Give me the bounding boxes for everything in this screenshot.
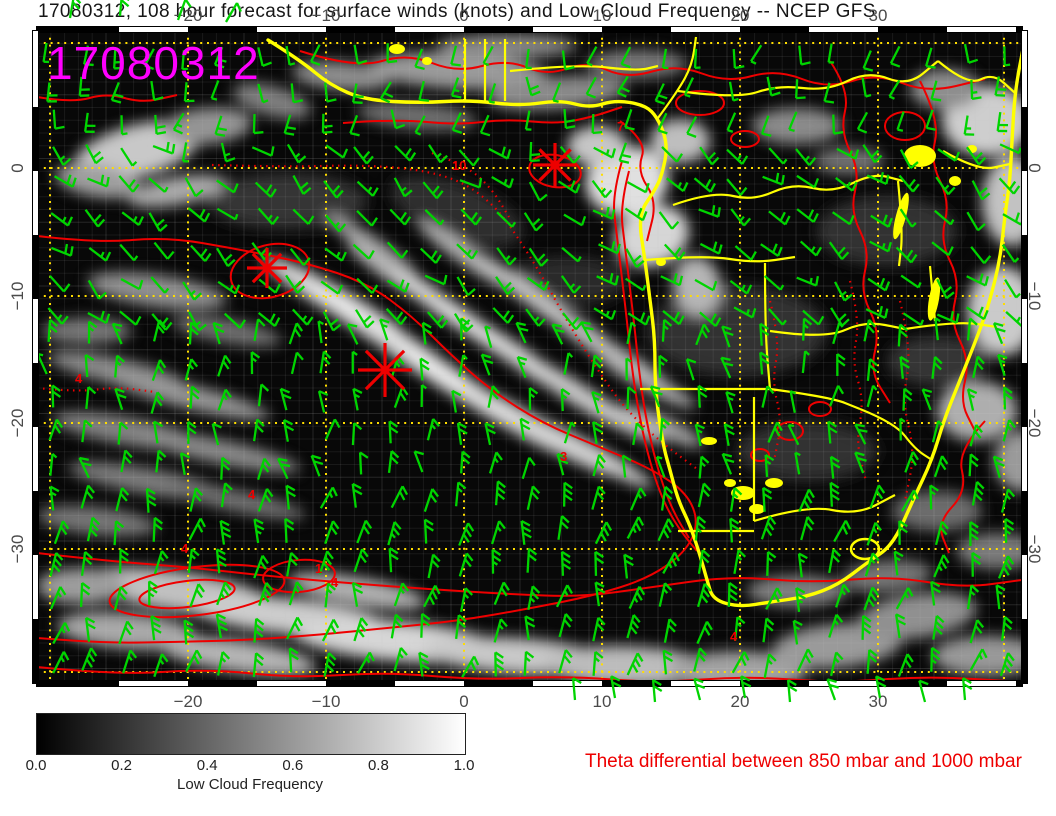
axis-tick-top: −10	[311, 6, 341, 25]
map-frame-left	[32, 30, 39, 684]
axis-tick-top: 30	[868, 6, 888, 25]
axis-tick-top: 20	[730, 6, 750, 25]
map-frame-bottom	[36, 680, 1023, 687]
coastline-borders-layer	[266, 36, 1022, 608]
svg-text:4: 4	[181, 541, 189, 556]
map-frame-top	[36, 26, 1023, 33]
axis-tick-right: 0	[1025, 163, 1044, 173]
axis-tick-right: −20	[1025, 408, 1044, 438]
colorbar-label: 0.0	[25, 757, 47, 774]
axis-tick-top: 0	[459, 6, 469, 25]
run-timestamp-overlay: 17080312	[47, 37, 260, 89]
axis-tick-bottom: −10	[311, 692, 341, 711]
axis-tick-left: 0	[8, 163, 27, 173]
svg-text:7: 7	[617, 119, 624, 134]
colorbar-caption: Low Cloud Frequency	[177, 776, 323, 793]
theta-caption: Theta differential between 850 mbar and …	[585, 751, 1022, 772]
axis-tick-top: 10	[592, 6, 612, 25]
axis-tick-bottom: 0	[459, 692, 469, 711]
axis-tick-bottom: 30	[868, 692, 888, 711]
axis-tick-left: −10	[8, 281, 27, 311]
axis-tick-left: −20	[8, 408, 27, 438]
axis-tick-bottom: 10	[592, 692, 612, 711]
map-frame-right	[1021, 30, 1028, 684]
axis-tick-right: −30	[1025, 534, 1044, 564]
svg-text:4: 4	[730, 629, 738, 644]
forecast-map: 10 7 3 4 4 4 4 1 4 17080312	[36, 30, 1023, 682]
wind-barbs-layer	[37, 42, 1022, 678]
colorbar-label: 0.8	[367, 757, 389, 774]
colorbar-label: 0.2	[111, 757, 133, 774]
svg-text:1: 1	[315, 561, 322, 576]
svg-text:10: 10	[452, 158, 466, 173]
axis-tick-right: −10	[1025, 281, 1044, 311]
latlon-dotted-grid	[37, 31, 1022, 681]
colorbar-label: 1.0	[453, 757, 475, 774]
svg-text:3: 3	[560, 449, 567, 464]
svg-text:4: 4	[331, 575, 339, 590]
colorbar-label: 0.6	[282, 757, 304, 774]
axis-tick-bottom: −20	[173, 692, 203, 711]
svg-text:4: 4	[248, 487, 256, 502]
theta-contour-layer	[37, 50, 1022, 681]
axis-tick-left: −30	[8, 534, 27, 564]
chart-title: 17080312, 108 hour forecast for surface …	[38, 1, 876, 22]
colorbar-label: 0.4	[196, 757, 218, 774]
svg-text:4: 4	[75, 371, 83, 386]
axis-tick-bottom: 20	[730, 692, 750, 711]
cloud-frequency-colorbar	[36, 713, 466, 755]
axis-tick-top: −20	[173, 6, 203, 25]
